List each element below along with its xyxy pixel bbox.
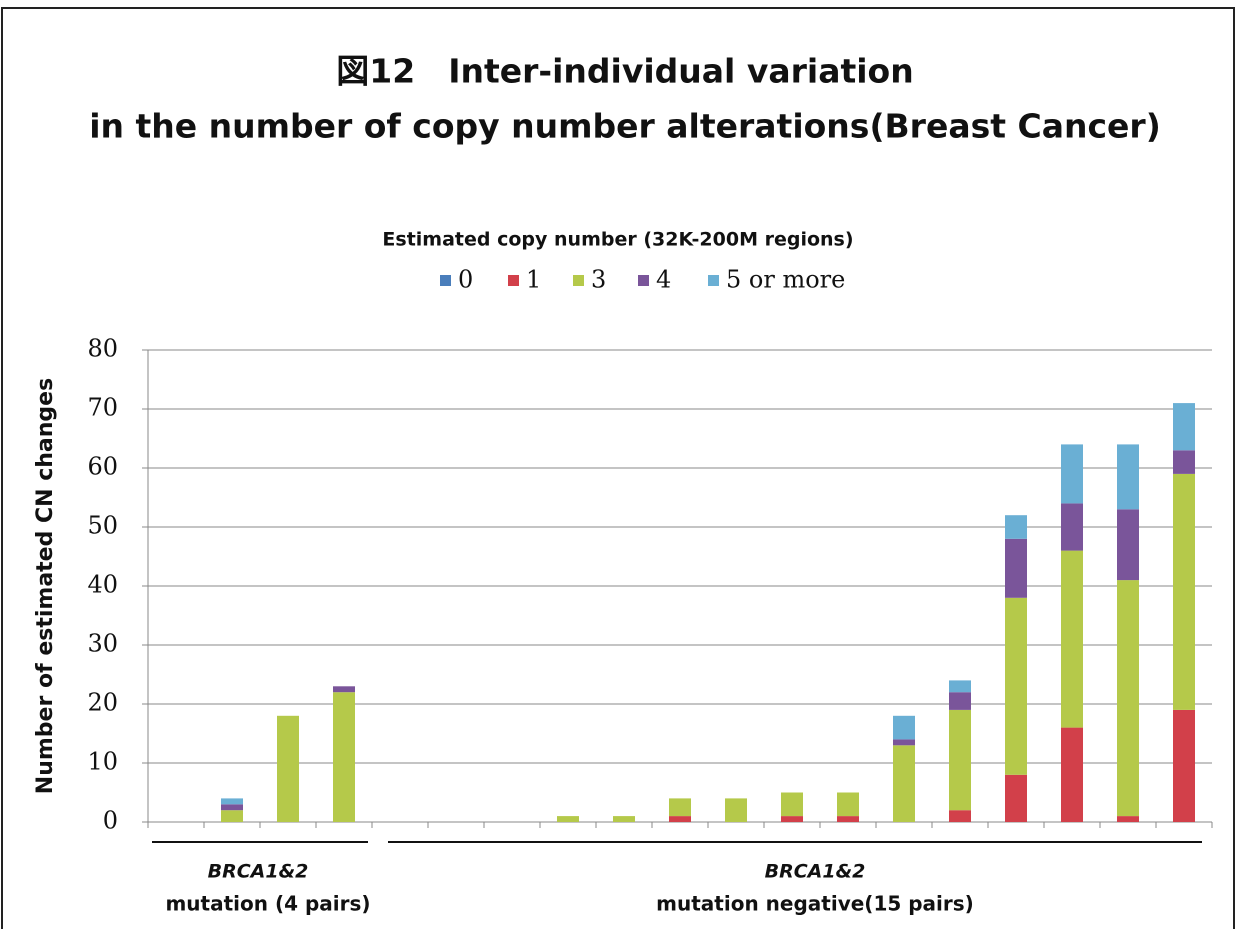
y-tick-label: 30: [87, 630, 118, 658]
bar-segment: [949, 680, 971, 693]
bar-segment: [781, 816, 803, 822]
bar-segment: [333, 692, 355, 822]
bar-segment: [949, 692, 971, 710]
legend-swatch: [508, 275, 519, 286]
y-tick-label: 50: [87, 512, 118, 540]
group-label: mutation (4 pairs): [165, 892, 370, 916]
legend-swatch: [440, 275, 451, 286]
y-tick-label: 70: [87, 394, 118, 422]
y-tick-label: 40: [87, 571, 118, 599]
bar-segment: [1117, 580, 1139, 817]
bar-segment: [221, 798, 243, 805]
bar-segment: [1173, 450, 1195, 474]
bar-segment: [1061, 444, 1083, 504]
bar-segment: [1005, 538, 1027, 598]
bar-segment: [1117, 509, 1139, 581]
bar-segment: [1005, 597, 1027, 775]
bar-segment: [1117, 444, 1139, 510]
bar-segment: [893, 739, 915, 746]
chart-title: in the number of copy number alterations…: [89, 107, 1161, 146]
bar-segment: [893, 715, 915, 740]
chart-title: 図12 Inter-individual variation: [336, 52, 913, 91]
bar-segment: [725, 798, 747, 822]
y-tick-label: 10: [87, 748, 118, 776]
bar-segment: [949, 709, 971, 811]
bar-segment: [1061, 503, 1083, 551]
bar-segment: [837, 792, 859, 817]
legend-title: Estimated copy number (32K-200M regions): [382, 229, 853, 251]
frame: [1, 7, 1235, 929]
bar-segment: [221, 810, 243, 822]
bar-segment: [557, 816, 579, 822]
bar-segment: [669, 798, 691, 817]
group-gene: BRCA1&2: [765, 861, 866, 883]
bar-segment: [221, 804, 243, 811]
bar-segment: [669, 816, 691, 822]
bar-segment: [781, 792, 803, 817]
bar-segment: [333, 686, 355, 693]
legend-label: 4: [656, 266, 671, 294]
y-tick-label: 0: [103, 807, 118, 835]
legend-label: 5 or more: [726, 266, 845, 294]
bar-segment: [1173, 403, 1195, 451]
legend-label: 3: [591, 266, 606, 294]
group-gene: BRCA1&2: [208, 861, 309, 883]
y-tick-label: 20: [87, 689, 118, 717]
group-label: mutation negative(15 pairs): [656, 892, 974, 916]
bar-segment: [1117, 816, 1139, 822]
legend-swatch: [573, 275, 584, 286]
bar-segment: [1061, 550, 1083, 728]
y-tick-label: 80: [87, 335, 118, 363]
legend-swatch: [708, 275, 719, 286]
bar-segment: [613, 816, 635, 822]
bar-segment: [1005, 774, 1027, 822]
legend-swatch: [638, 275, 649, 286]
bar-segment: [1173, 709, 1195, 822]
bar-segment: [1061, 727, 1083, 822]
y-tick-label: 60: [87, 453, 118, 481]
legend-label: 0: [458, 266, 473, 294]
bar-segment: [837, 816, 859, 822]
bar-segment: [277, 715, 299, 822]
bar-segment: [893, 745, 915, 822]
legend-label: 1: [526, 266, 541, 294]
bar-segment: [1005, 515, 1027, 539]
y-axis-label: Number of estimated CN changes: [33, 378, 58, 794]
bar-segment: [949, 810, 971, 822]
bar-segment: [1173, 473, 1195, 710]
